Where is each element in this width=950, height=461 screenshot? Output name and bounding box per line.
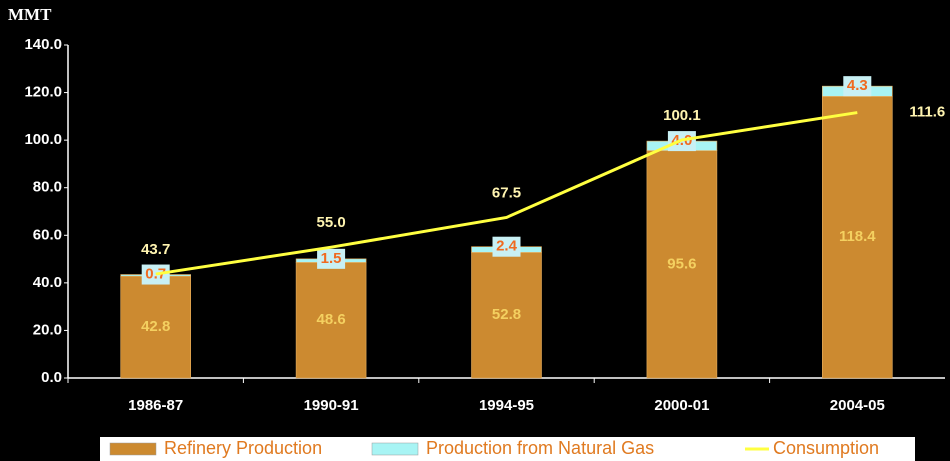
legend-swatch <box>371 442 419 456</box>
y-tick-label: 100.0 <box>24 131 62 148</box>
line <box>155 111 858 276</box>
bar-value-label: 1.5 <box>321 250 342 267</box>
bar-segment <box>646 150 718 379</box>
bar-value-label: 95.6 <box>667 255 696 272</box>
y-tick-label: 120.0 <box>24 84 62 101</box>
bar-label-box <box>492 236 521 257</box>
bar-value-label: 48.6 <box>316 311 345 328</box>
line-value-label: 111.6 <box>909 104 945 121</box>
bar-label-box <box>317 248 346 269</box>
line-value-label: 43.7 <box>141 241 170 258</box>
y-tick-label: 20.0 <box>33 321 62 338</box>
x-tick-label: 1986-87 <box>128 397 183 414</box>
x-tick-label: 2004-05 <box>830 397 885 414</box>
bar-value-label: 118.4 <box>839 228 876 245</box>
line-value-label: 67.5 <box>492 184 521 201</box>
x-tick-label: 1990-91 <box>304 397 359 414</box>
y-tick-label: 140.0 <box>24 36 62 53</box>
bar-value-label: 52.8 <box>492 306 521 323</box>
legend-label: Consumption <box>773 438 879 458</box>
y-tick-label: 0.0 <box>41 369 62 386</box>
line-value-label: 55.0 <box>316 214 345 231</box>
y-tick-label: 80.0 <box>33 179 62 196</box>
legend-label: Refinery Production <box>164 438 322 458</box>
x-tick-label: 2000-01 <box>654 397 709 414</box>
line-value-label: 100.1 <box>663 107 701 124</box>
bar-label-box <box>843 76 872 97</box>
bar-value-label: 2.4 <box>496 238 518 255</box>
x-tick-label: 1994-95 <box>479 397 534 414</box>
legend-swatch <box>109 442 157 456</box>
axis-title: MMT <box>8 5 52 24</box>
bar-value-label: 4.3 <box>847 77 868 94</box>
bar-value-label: 42.8 <box>141 318 170 335</box>
y-tick-label: 40.0 <box>33 274 62 291</box>
legend-box <box>100 437 915 461</box>
bar-label-box <box>141 264 170 285</box>
y-tick-label: 60.0 <box>33 226 62 243</box>
bar-segment <box>821 96 893 379</box>
legend-label: Production from Natural Gas <box>426 438 654 458</box>
bar-segment <box>295 262 367 379</box>
